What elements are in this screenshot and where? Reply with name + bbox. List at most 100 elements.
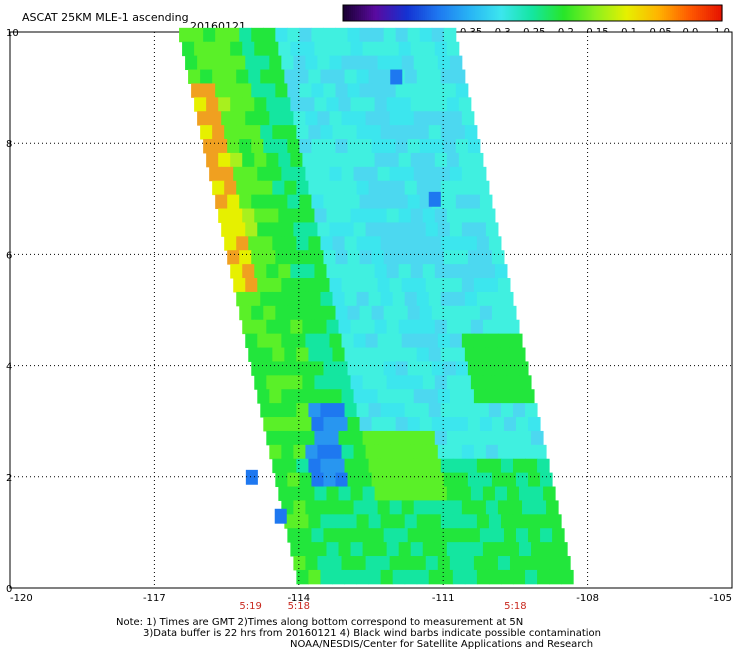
- swath-cell: [512, 458, 526, 474]
- swath-cell: [269, 278, 282, 293]
- colorbar-strip: [696, 5, 699, 21]
- swath-cell: [260, 180, 273, 196]
- swath-cell: [374, 152, 388, 168]
- swath-cell: [248, 291, 261, 307]
- swath-cell: [290, 208, 303, 223]
- swath-cell: [353, 166, 367, 182]
- swath-cell: [230, 41, 243, 57]
- swath-cell: [308, 69, 321, 84]
- swath-cell: [314, 152, 327, 168]
- swath-cell: [440, 347, 454, 362]
- swath-cell: [537, 458, 550, 474]
- swath-cell: [329, 222, 343, 237]
- swath-cell: [488, 403, 502, 418]
- colorbar-strip: [406, 5, 410, 21]
- swath-cell: [488, 458, 502, 474]
- colorbar-strip: [698, 5, 701, 21]
- swath-cell: [290, 152, 303, 168]
- grid-lines: [10, 32, 732, 588]
- swath-cell: [338, 486, 352, 501]
- swath-cell: [485, 333, 499, 349]
- swath-cell: [431, 83, 445, 98]
- swath-cell: [371, 250, 385, 265]
- swath-cell: [359, 528, 373, 543]
- swath-cell: [341, 111, 355, 126]
- swath-cell: [392, 403, 406, 418]
- swath-cell: [516, 528, 529, 543]
- swath-cell: [347, 250, 361, 265]
- swath-cell: [452, 458, 466, 474]
- swath-cell: [272, 69, 285, 84]
- swath-cell: [257, 111, 270, 126]
- swath-cell: [359, 361, 373, 376]
- swath-cell: [371, 528, 385, 543]
- swath-cell: [497, 500, 511, 515]
- swath-cell: [390, 69, 403, 85]
- swath-cell: [464, 514, 478, 529]
- swath-cell: [362, 319, 376, 335]
- swath-cell: [302, 486, 315, 501]
- colorbar-strip: [558, 5, 562, 21]
- swath-cell: [257, 333, 270, 349]
- swath-cell: [356, 347, 370, 362]
- swath-cell: [452, 291, 466, 307]
- colorbar-strip: [574, 5, 577, 21]
- swath-cell: [233, 111, 246, 126]
- swath-cell: [356, 180, 370, 196]
- swath-cell: [263, 305, 276, 321]
- colorbar-strip: [458, 5, 462, 21]
- swath-cell: [338, 264, 352, 279]
- swath-cell: [344, 69, 358, 84]
- colorbar-strip: [434, 5, 438, 21]
- swath-cell: [443, 83, 457, 98]
- swath-cell: [416, 403, 430, 418]
- swath-cell: [509, 556, 523, 571]
- swath-cell: [287, 83, 300, 98]
- swath-cell: [401, 111, 415, 126]
- swath-cell: [221, 222, 234, 237]
- swath-cell: [479, 417, 493, 432]
- swath-cell: [314, 97, 327, 112]
- swath-cell: [323, 27, 336, 43]
- swath-cell: [537, 569, 550, 585]
- swath-cell: [215, 194, 228, 210]
- swath-cell: [362, 430, 376, 446]
- swath-cell: [350, 542, 364, 557]
- swath-cell: [311, 305, 324, 321]
- swath-cell: [293, 444, 306, 460]
- swath-cell: [401, 55, 415, 71]
- colorbar-strip: [686, 5, 689, 21]
- swath-cell: [482, 430, 496, 446]
- swath-cell: [350, 41, 364, 57]
- swath-cell: [254, 319, 267, 335]
- swath-cell: [494, 486, 508, 501]
- swath-cell: [359, 83, 373, 98]
- colorbar-strip: [402, 5, 406, 21]
- colorbar-strip: [376, 5, 380, 21]
- swath-cell: [362, 41, 376, 57]
- swath-cell: [314, 486, 327, 501]
- swath-cell: [449, 278, 463, 293]
- swath-cell: [425, 166, 439, 182]
- swath-cell: [287, 194, 300, 210]
- swath-cell: [350, 264, 364, 279]
- swath-cell: [383, 361, 397, 376]
- swath-cell: [281, 111, 294, 126]
- swath-cell: [299, 27, 312, 43]
- x-tick-label: -105: [709, 593, 732, 604]
- swath-cell: [401, 278, 415, 293]
- swath-cell: [389, 389, 403, 404]
- swath-cell: [422, 152, 436, 168]
- swath-cell: [485, 278, 499, 293]
- colorbar-strip: [410, 5, 414, 21]
- swath-cell: [503, 417, 517, 432]
- swath-cell: [341, 278, 355, 293]
- swath-cell: [326, 542, 340, 557]
- swath-cell: [440, 458, 454, 474]
- swath-cell: [467, 194, 481, 210]
- swath-cell: [398, 430, 412, 446]
- swath-cell: [374, 41, 388, 57]
- swath-cell: [407, 417, 421, 432]
- swath-cell: [377, 111, 391, 126]
- swath-cell: [242, 97, 255, 112]
